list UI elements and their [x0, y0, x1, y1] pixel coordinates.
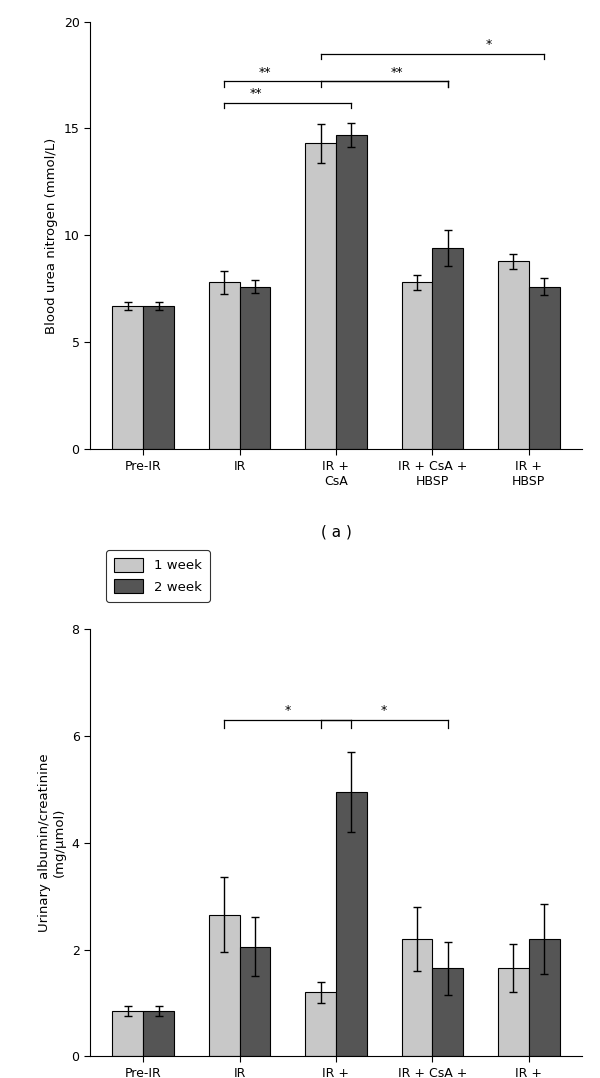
Bar	[305, 143, 336, 450]
Bar	[239, 287, 271, 450]
Legend: 1 week, 2 week: 1 week, 2 week	[106, 550, 210, 602]
Bar	[529, 287, 560, 450]
Y-axis label: Urinary albumin/creatinine
(mg/μmol): Urinary albumin/creatinine (mg/μmol)	[38, 754, 66, 932]
Bar	[401, 282, 433, 450]
Bar	[112, 1011, 143, 1056]
Bar	[336, 792, 367, 1056]
Text: *: *	[381, 704, 388, 717]
Bar	[336, 135, 367, 450]
Bar	[498, 968, 529, 1056]
Bar	[209, 282, 239, 450]
Bar	[143, 1011, 174, 1056]
Bar	[401, 939, 433, 1056]
Bar	[112, 306, 143, 450]
Text: **: **	[258, 66, 271, 79]
Text: **: **	[250, 87, 262, 100]
Bar	[239, 946, 271, 1056]
Bar	[433, 248, 463, 450]
Bar	[529, 939, 560, 1056]
Text: *: *	[485, 38, 491, 51]
Bar	[305, 992, 336, 1056]
Text: *: *	[284, 704, 291, 717]
Bar	[209, 915, 239, 1056]
Bar	[433, 968, 463, 1056]
Bar	[143, 306, 174, 450]
Text: ( a ): ( a )	[320, 524, 352, 539]
Y-axis label: Blood urea nitrogen (mmol/L): Blood urea nitrogen (mmol/L)	[45, 137, 58, 333]
Bar	[498, 261, 529, 450]
Text: **: **	[391, 66, 403, 79]
